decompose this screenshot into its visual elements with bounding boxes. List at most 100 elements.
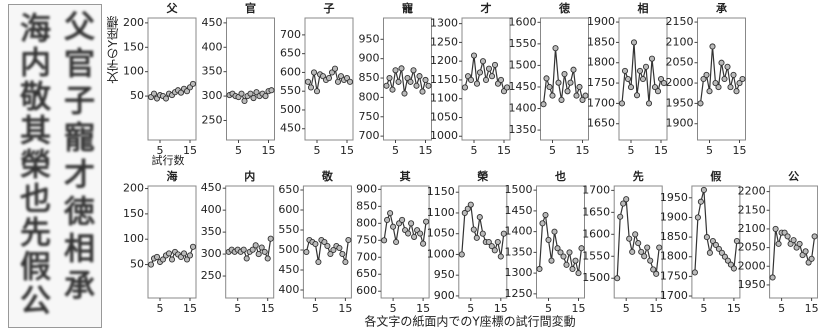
y-tick-label: 950 <box>434 268 455 281</box>
data-point <box>642 254 647 259</box>
data-point <box>187 253 192 258</box>
y-tick-label: 1700 <box>587 96 615 109</box>
x-tick-label: 15 <box>572 302 586 315</box>
data-point <box>263 93 268 98</box>
chart-title: 榮 <box>477 169 488 183</box>
data-point <box>776 241 781 246</box>
charts: 試行数 各文字の紙面内でのY座標の試行間変動 父50100150200515官2… <box>0 0 818 332</box>
y-tick-label: 900 <box>434 289 455 302</box>
data-point <box>561 254 566 259</box>
chart-title: 徳 <box>558 1 570 15</box>
data-point <box>725 64 730 69</box>
data-point <box>326 75 331 80</box>
chart-title: 寵 <box>402 1 413 15</box>
x-tick-label: 15 <box>340 144 354 157</box>
data-point <box>468 202 473 207</box>
data-point <box>628 85 633 90</box>
x-tick-label: 5 <box>312 302 319 315</box>
data-point <box>308 85 313 90</box>
y-tick-label: 1350 <box>505 245 533 258</box>
data-point <box>400 217 405 222</box>
data-point <box>640 76 645 81</box>
y-tick-label: 1300 <box>430 17 458 30</box>
y-tick-label: 2000 <box>738 259 766 272</box>
data-point <box>477 70 482 75</box>
x-tick-label: 5 <box>778 302 785 315</box>
series-line <box>540 215 582 273</box>
plot-frame <box>148 18 196 140</box>
data-point <box>716 85 721 90</box>
y-tick-label: 200 <box>123 182 144 195</box>
data-point <box>343 259 348 264</box>
x-tick-label: 5 <box>314 144 321 157</box>
data-point <box>399 66 404 71</box>
chart-title: 海 <box>167 169 178 183</box>
y-tick-label: 1600 <box>509 15 537 28</box>
data-point <box>253 243 258 248</box>
data-point <box>698 101 703 106</box>
data-point <box>562 71 567 76</box>
y-tick-label: 1900 <box>587 15 615 28</box>
chart-title: 公 <box>788 170 799 183</box>
data-point <box>480 231 485 236</box>
data-point <box>498 77 503 82</box>
data-point <box>770 275 775 280</box>
y-tick-label: 250 <box>201 269 222 282</box>
y-tick-label: 50 <box>130 89 144 102</box>
data-point <box>728 85 733 90</box>
data-point <box>631 40 636 45</box>
data-point <box>486 66 491 71</box>
y-tick-label: 2050 <box>738 241 766 254</box>
y-tick-label: 450 <box>202 16 223 29</box>
chart-title: 相 <box>638 1 649 15</box>
x-tick-label: 5 <box>628 144 635 157</box>
data-point <box>402 91 407 96</box>
x-tick-label: 5 <box>545 302 552 315</box>
y-tick-label: 200 <box>123 16 144 29</box>
y-tick-label: 500 <box>278 243 299 256</box>
data-point <box>418 231 423 236</box>
data-point <box>474 235 479 240</box>
plot-frame <box>537 186 585 298</box>
x-tick-label: 5 <box>157 144 164 157</box>
chart-title: 敬 <box>321 169 334 183</box>
x-tick-label: 5 <box>234 302 241 315</box>
x-tick-label: 15 <box>727 302 741 315</box>
y-tick-label: 1650 <box>582 205 610 218</box>
y-tick-label: 1150 <box>427 185 455 198</box>
data-point <box>773 226 778 231</box>
y-tick-label: 850 <box>356 199 377 212</box>
y-tick-label: 300 <box>202 89 223 102</box>
data-point <box>316 259 321 264</box>
data-point <box>340 251 345 256</box>
data-point <box>785 234 790 239</box>
data-point <box>541 102 546 107</box>
data-point <box>571 67 576 72</box>
data-point <box>409 221 414 226</box>
data-point <box>256 251 261 256</box>
x-tick-label: 15 <box>494 302 508 315</box>
y-tick-label: 2150 <box>666 15 694 28</box>
y-tick-label: 450 <box>278 263 299 276</box>
data-point <box>335 79 340 84</box>
data-point <box>471 53 476 58</box>
y-tick-label: 1200 <box>430 54 458 67</box>
data-point <box>492 248 497 253</box>
data-point <box>332 66 337 71</box>
y-tick-label: 2050 <box>666 56 694 69</box>
y-tick-label: 600 <box>278 203 299 216</box>
y-tick-label: 1050 <box>430 110 458 123</box>
series-line <box>617 199 659 278</box>
data-point <box>390 87 395 92</box>
data-point <box>812 234 817 239</box>
y-tick-label: 1450 <box>505 204 533 217</box>
data-point <box>648 258 653 263</box>
data-point <box>265 256 270 261</box>
y-tick-label: 1250 <box>430 35 458 48</box>
chart-title: 也 <box>555 169 566 183</box>
data-point <box>615 276 620 281</box>
x-axis-label: 各文字の紙面内でのY座標の試行間変動 <box>364 314 575 329</box>
y-tick-label: 1550 <box>509 37 537 50</box>
data-point <box>625 76 630 81</box>
x-tick-label: 15 <box>419 144 433 157</box>
